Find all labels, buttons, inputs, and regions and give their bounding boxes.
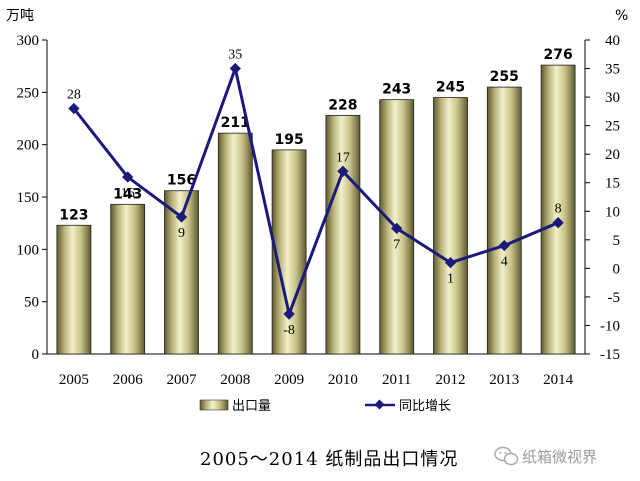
bar-value-label: 156 <box>167 173 196 189</box>
bar-value-label: 143 <box>113 186 142 202</box>
bar-value-label: 228 <box>328 97 357 113</box>
line-value-label: 1 <box>447 272 454 287</box>
legend-label-line: 同比增长 <box>399 399 451 414</box>
line-value-label: 9 <box>178 226 185 241</box>
legend-label-bar: 出口量 <box>232 399 271 414</box>
y2-tick-label: 25 <box>605 119 620 135</box>
bar <box>56 224 92 355</box>
bar <box>486 86 522 355</box>
y-tick-label: 200 <box>17 138 40 154</box>
y2-axis-unit: % <box>615 8 628 24</box>
bar-series-export-volume <box>56 64 576 355</box>
line-value-label: 35 <box>228 48 242 63</box>
y-axis-unit: 万吨 <box>6 8 34 24</box>
bar <box>325 114 361 355</box>
y2-tick-label: -5 <box>608 290 621 306</box>
y2-tick-label: 15 <box>605 176 620 192</box>
y2-tick-label: 20 <box>605 147 620 163</box>
bar-value-label: 195 <box>274 132 303 148</box>
chart-title: 2005～2014 纸制品出口情况 <box>200 449 458 470</box>
line-value-label: 17 <box>336 150 350 165</box>
x-tick-label: 2011 <box>382 372 411 388</box>
y-tick-label: 0 <box>32 347 40 363</box>
x-tick-label: 2010 <box>328 372 358 388</box>
line-point-marker <box>498 239 510 252</box>
y2-tick-label: 0 <box>613 261 621 277</box>
line-point-marker <box>337 165 349 177</box>
line-point-marker <box>444 256 457 269</box>
wechat-icon <box>494 446 519 466</box>
bar <box>110 203 146 355</box>
y-tick-label: 300 <box>17 33 40 49</box>
y2-tick-label: 30 <box>605 90 620 106</box>
line-value-label: 28 <box>67 88 81 103</box>
watermark: 纸箱微视界 <box>494 446 597 466</box>
x-tick-label: 2013 <box>489 372 519 388</box>
x-tick-label: 2014 <box>543 372 574 388</box>
line-point-marker <box>229 62 241 75</box>
line-point-marker <box>391 222 403 235</box>
legend: 出口量 同比增长 <box>199 399 451 414</box>
line-value-label: 8 <box>555 202 562 217</box>
line-value-label: 4 <box>501 255 508 270</box>
y-tick-label: 250 <box>17 85 40 101</box>
line-data-labels: 28 16 9 35 -8 17 7 1 4 8 <box>67 48 562 338</box>
bar-value-label: 276 <box>543 47 572 63</box>
y-tick-label: 100 <box>17 242 40 258</box>
x-tick-label: 2005 <box>59 372 89 388</box>
bar-value-label: 243 <box>382 82 411 98</box>
legend-swatch-bar <box>199 399 229 411</box>
x-tick-label: 2012 <box>436 372 466 388</box>
bar-value-label: 245 <box>436 80 465 96</box>
y2-tick-label: -10 <box>600 318 620 334</box>
bar <box>217 132 253 355</box>
y2-tick-label: 40 <box>605 33 620 49</box>
line-value-label: 16 <box>121 186 135 201</box>
line-value-label: 7 <box>393 237 400 252</box>
line-point-marker <box>552 217 564 229</box>
bar-value-label: 211 <box>221 115 250 131</box>
line-series-yoy-growth <box>68 62 564 320</box>
series-line <box>72 67 559 316</box>
bar <box>271 149 307 355</box>
bar <box>433 97 468 355</box>
bar-data-labels: 123 143 156 211 195 228 243 245 255 276 <box>59 47 572 223</box>
bar-value-label: 255 <box>490 69 519 85</box>
line-point-marker <box>175 211 188 223</box>
legend-marker-line <box>374 399 385 410</box>
x-tick-label: 2008 <box>220 372 250 388</box>
x-tick-label: 2009 <box>274 372 304 388</box>
x-tick-label: 2006 <box>113 372 144 388</box>
y2-axis-ticks: -15 -10 -5 0 5 10 15 20 25 30 35 40 <box>585 33 620 363</box>
x-axis-ticks: 2005 2006 2007 2008 2009 2010 2011 2012 2013 2014 <box>59 372 574 388</box>
line-point-marker <box>283 308 295 320</box>
line-value-label: -8 <box>283 323 295 338</box>
watermark-text: 纸箱微视界 <box>522 448 597 466</box>
bar <box>540 64 576 355</box>
y-tick-label: 50 <box>24 295 39 311</box>
y-tick-label: 150 <box>17 190 40 206</box>
y2-tick-label: 5 <box>613 233 621 249</box>
y-axis-ticks: 0 50 100 150 200 250 300 <box>17 33 47 363</box>
y2-tick-label: -15 <box>600 347 620 363</box>
y2-tick-label: 10 <box>605 204 620 220</box>
bar-value-label: 123 <box>59 207 88 223</box>
x-tick-label: 2007 <box>167 372 198 388</box>
y2-tick-label: 35 <box>605 62 620 78</box>
